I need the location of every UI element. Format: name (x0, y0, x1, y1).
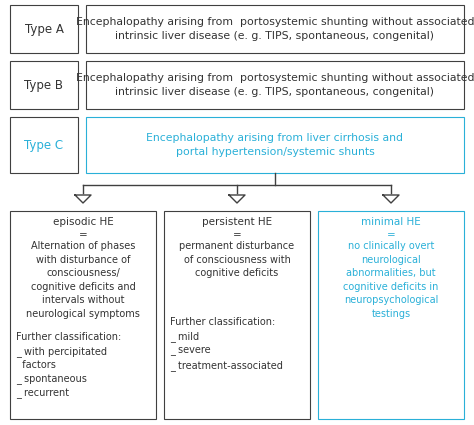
Text: Encephalopathy arising from  portosystemic shunting without associated
intrinsic: Encephalopathy arising from portosystemi… (76, 17, 474, 41)
FancyBboxPatch shape (318, 211, 464, 419)
FancyBboxPatch shape (86, 61, 464, 109)
Text: =: = (387, 230, 395, 240)
FancyBboxPatch shape (164, 211, 310, 419)
FancyBboxPatch shape (10, 5, 78, 53)
Polygon shape (229, 195, 245, 203)
Text: Encephalopathy arising from liver cirrhosis and
portal hypertension/systemic shu: Encephalopathy arising from liver cirrho… (146, 133, 403, 157)
Text: persistent HE: persistent HE (202, 217, 272, 227)
Text: permanent disturbance
of consciousness with
cognitive deficits: permanent disturbance of consciousness w… (180, 241, 294, 278)
Polygon shape (75, 195, 91, 203)
Text: =: = (79, 230, 87, 240)
Text: episodic HE: episodic HE (53, 217, 113, 227)
FancyBboxPatch shape (10, 211, 156, 419)
Text: Type C: Type C (25, 139, 64, 151)
Text: Further classification:
_ mild
_ severe
_ treatment-associated: Further classification: _ mild _ severe … (170, 317, 283, 371)
FancyBboxPatch shape (10, 117, 78, 173)
Text: Alternation of phases
with disturbance of
consciousness/
cognitive deficits and
: Alternation of phases with disturbance o… (26, 241, 140, 319)
Text: no clinically overt
neurological
abnormalities, but
cognitive deficits in
neurop: no clinically overt neurological abnorma… (343, 241, 439, 319)
Text: Further classification:
_ with percipitated
  factors
_ spontaneous
_ recurrent: Further classification: _ with percipita… (16, 332, 121, 399)
Text: Type A: Type A (25, 23, 64, 36)
FancyBboxPatch shape (86, 117, 464, 173)
Text: =: = (233, 230, 241, 240)
Text: Type B: Type B (25, 79, 64, 91)
Text: Encephalopathy arising from  portosystemic shunting without associated
intrinsic: Encephalopathy arising from portosystemi… (76, 73, 474, 97)
FancyBboxPatch shape (86, 5, 464, 53)
FancyBboxPatch shape (10, 61, 78, 109)
Polygon shape (383, 195, 399, 203)
Text: minimal HE: minimal HE (361, 217, 421, 227)
